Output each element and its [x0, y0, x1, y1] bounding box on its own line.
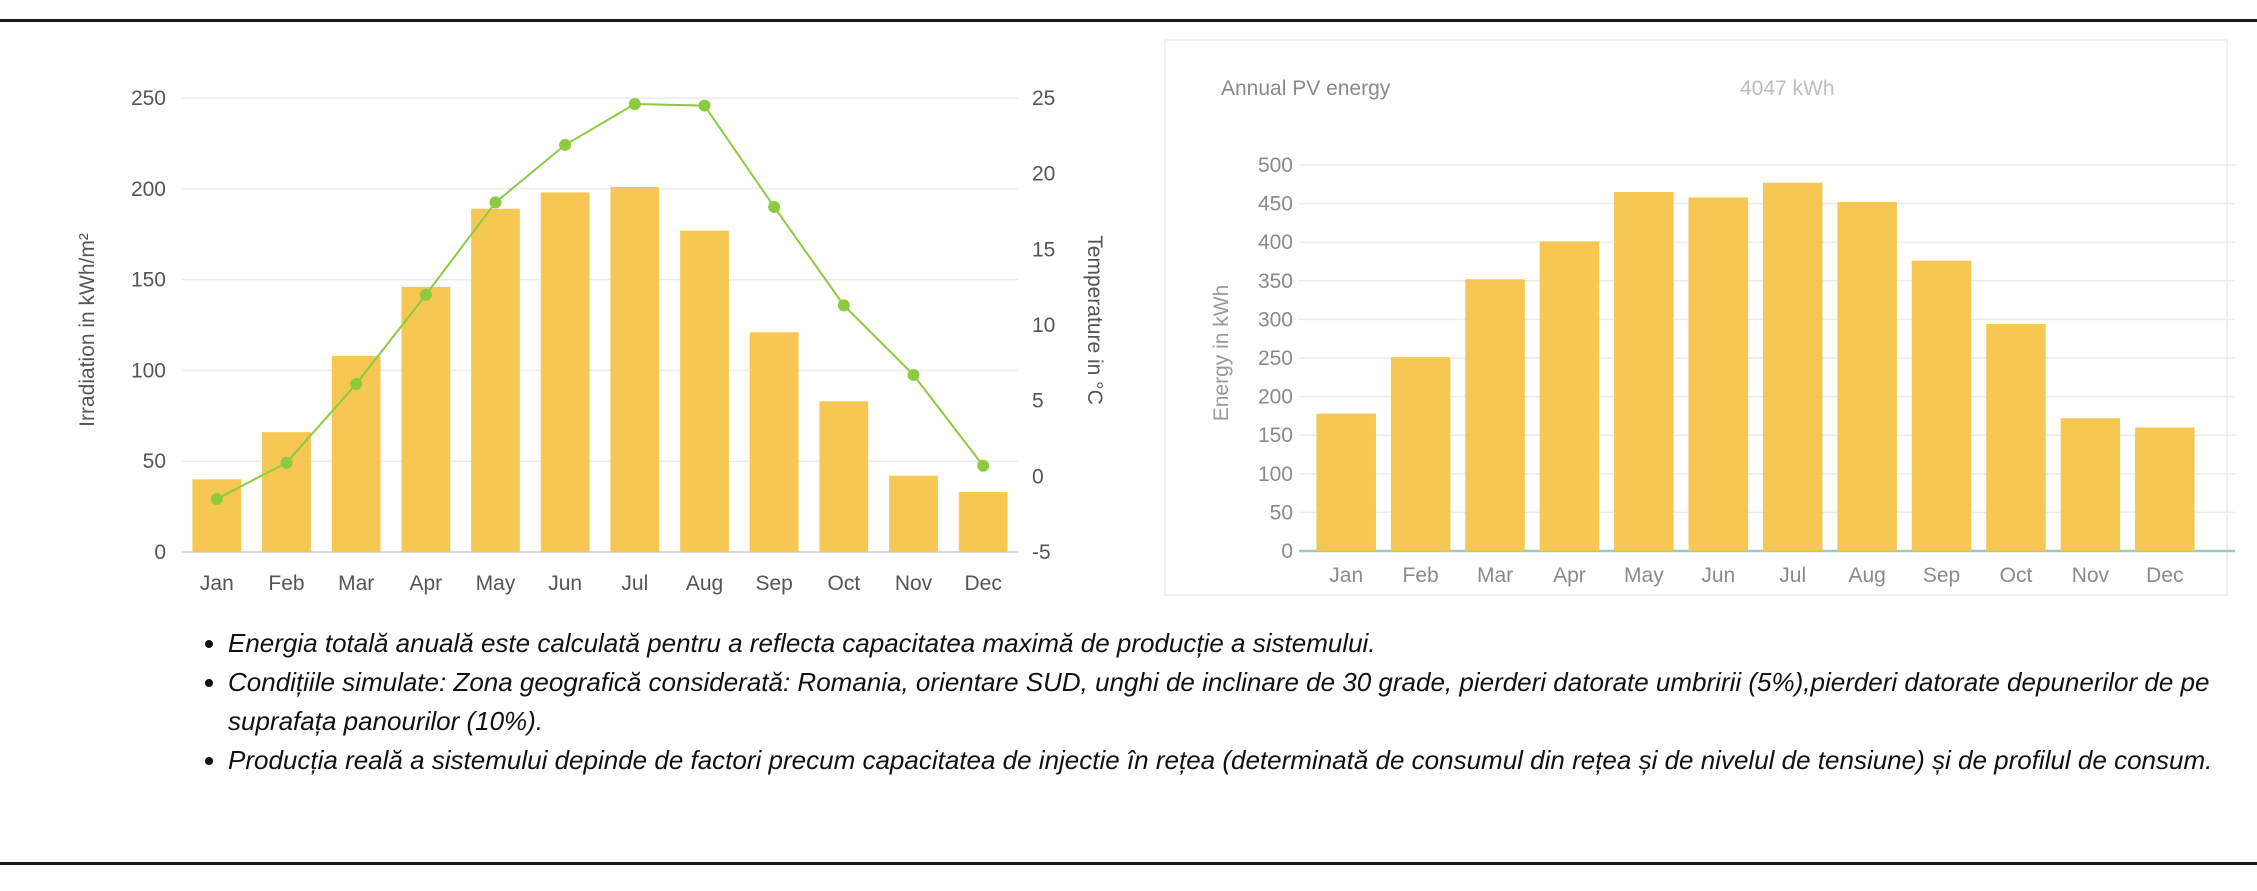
bar-sep [749, 332, 799, 552]
top-rule [0, 19, 2257, 22]
bar-nov [2060, 418, 2121, 551]
y-tick-label: 500 [1258, 154, 1293, 177]
y-tick-label: 250 [131, 87, 166, 110]
y-tick-label: 0 [154, 541, 166, 564]
y-axis-title: Irradiation in kWh/m² [76, 233, 99, 427]
y-tick-label: 350 [1258, 270, 1293, 293]
y-tick-label: 400 [1258, 231, 1293, 254]
x-tick-label: Aug [686, 572, 723, 595]
temperature-point-apr [419, 288, 432, 301]
x-tick-label: Sep [1923, 564, 1960, 587]
x-tick-label: Jul [1779, 564, 1806, 587]
x-tick-label: Aug [1848, 564, 1885, 587]
bar-jul [610, 186, 660, 552]
bar-may [471, 208, 520, 552]
y2-tick-label: -5 [1032, 541, 1051, 564]
y-tick-label: 0 [1281, 540, 1293, 563]
temperature-point-may [489, 196, 502, 209]
x-tick-label: May [1624, 564, 1664, 587]
y-tick-label: 50 [1270, 501, 1293, 524]
bar-apr [401, 286, 451, 552]
x-tick-label: May [476, 572, 516, 595]
note-item: Energia totală anuală este calculată pen… [228, 624, 2218, 663]
bar-mar [1465, 279, 1525, 551]
y-tick-label: 200 [1258, 386, 1293, 409]
y-tick-label: 100 [1258, 463, 1293, 486]
annual-pv-label: Annual PV energy [1221, 77, 1391, 100]
temperature-point-mar [350, 378, 363, 391]
temperature-point-nov [907, 368, 920, 381]
bar-jun [540, 192, 590, 552]
y-tick-label: 250 [1258, 347, 1293, 370]
x-tick-label: Jan [200, 572, 234, 595]
bar-jun [1688, 197, 1749, 551]
y2-tick-label: 5 [1032, 390, 1044, 413]
y2-tick-label: 15 [1032, 238, 1055, 261]
temperature-point-jan [210, 493, 223, 506]
y-tick-label: 200 [131, 178, 166, 201]
bar-oct [1986, 324, 2046, 551]
y2-axis-title: Temperature in °C [1083, 235, 1106, 404]
x-tick-label: Jul [621, 572, 648, 595]
bar-oct [819, 401, 869, 552]
x-tick-label: Jun [548, 572, 582, 595]
x-tick-label: Mar [338, 572, 374, 595]
x-tick-label: Apr [409, 572, 442, 595]
bar-nov [889, 475, 938, 552]
bar-feb [262, 432, 311, 552]
y-tick-label: 50 [143, 450, 166, 473]
bar-aug [1837, 202, 1897, 551]
note-item: Producția reală a sistemului depinde de … [228, 741, 2218, 780]
x-tick-label: Apr [1553, 564, 1586, 587]
pv-energy-chart: Annual PV energy 4047 kWh 0 50 100 150 200 25… [1164, 39, 2235, 596]
x-tick-label: Oct [827, 572, 860, 595]
bottom-rule [0, 862, 2257, 865]
irradiation-temperature-chart: 0 50 100 150 200 250 -5 0 5 10 15 20 25 Jan Feb Mar Apr M… [76, 87, 1106, 595]
y2-tick-label: 25 [1032, 87, 1055, 110]
bar-feb [1390, 357, 1451, 551]
bar-may [1614, 192, 1674, 551]
x-tick-label: Nov [2072, 564, 2110, 587]
temperature-point-jun [559, 138, 572, 151]
note-item: Condițiile simulate: Zona geografică con… [228, 663, 2218, 741]
temperature-point-oct [837, 299, 850, 312]
y-tick-label: 450 [1258, 193, 1293, 216]
y-tick-label: 300 [1258, 308, 1293, 331]
bar-jul [1762, 182, 1823, 552]
y-axis-title: Energy in kWh [1210, 285, 1233, 422]
y2-tick-label: 10 [1032, 314, 1055, 337]
y-tick-label: 100 [131, 359, 166, 382]
bar-dec [2135, 427, 2195, 551]
x-tick-label: Sep [755, 572, 792, 595]
temperature-point-jul [628, 98, 641, 111]
temperature-point-dec [977, 459, 990, 472]
bar-apr [1539, 241, 1600, 552]
temperature-point-feb [280, 456, 293, 469]
bar-dec [958, 492, 1008, 552]
y2-tick-label: 0 [1032, 465, 1044, 488]
annual-pv-value: 4047 kWh [1740, 77, 1835, 100]
notes-list: Energia totală anuală este calculată pen… [180, 624, 2218, 780]
temperature-line [216, 103, 984, 500]
x-tick-label: Jan [1329, 564, 1363, 587]
bar-sep [1911, 260, 1972, 551]
bar-jan [1316, 413, 1376, 551]
x-tick-label: Mar [1477, 564, 1513, 587]
x-tick-label: Oct [2000, 564, 2033, 587]
x-tick-label: Feb [268, 572, 304, 595]
y-tick-label: 150 [1258, 424, 1293, 447]
y2-tick-label: 20 [1032, 163, 1055, 186]
x-tick-label: Dec [964, 572, 1001, 595]
x-tick-label: Nov [895, 572, 933, 595]
x-tick-label: Feb [1403, 564, 1439, 587]
temperature-point-aug [698, 99, 711, 112]
bar-aug [680, 230, 729, 552]
x-tick-label: Jun [1701, 564, 1735, 587]
y-tick-label: 150 [131, 269, 166, 292]
x-tick-label: Dec [2146, 564, 2183, 587]
temperature-point-sep [768, 200, 781, 213]
